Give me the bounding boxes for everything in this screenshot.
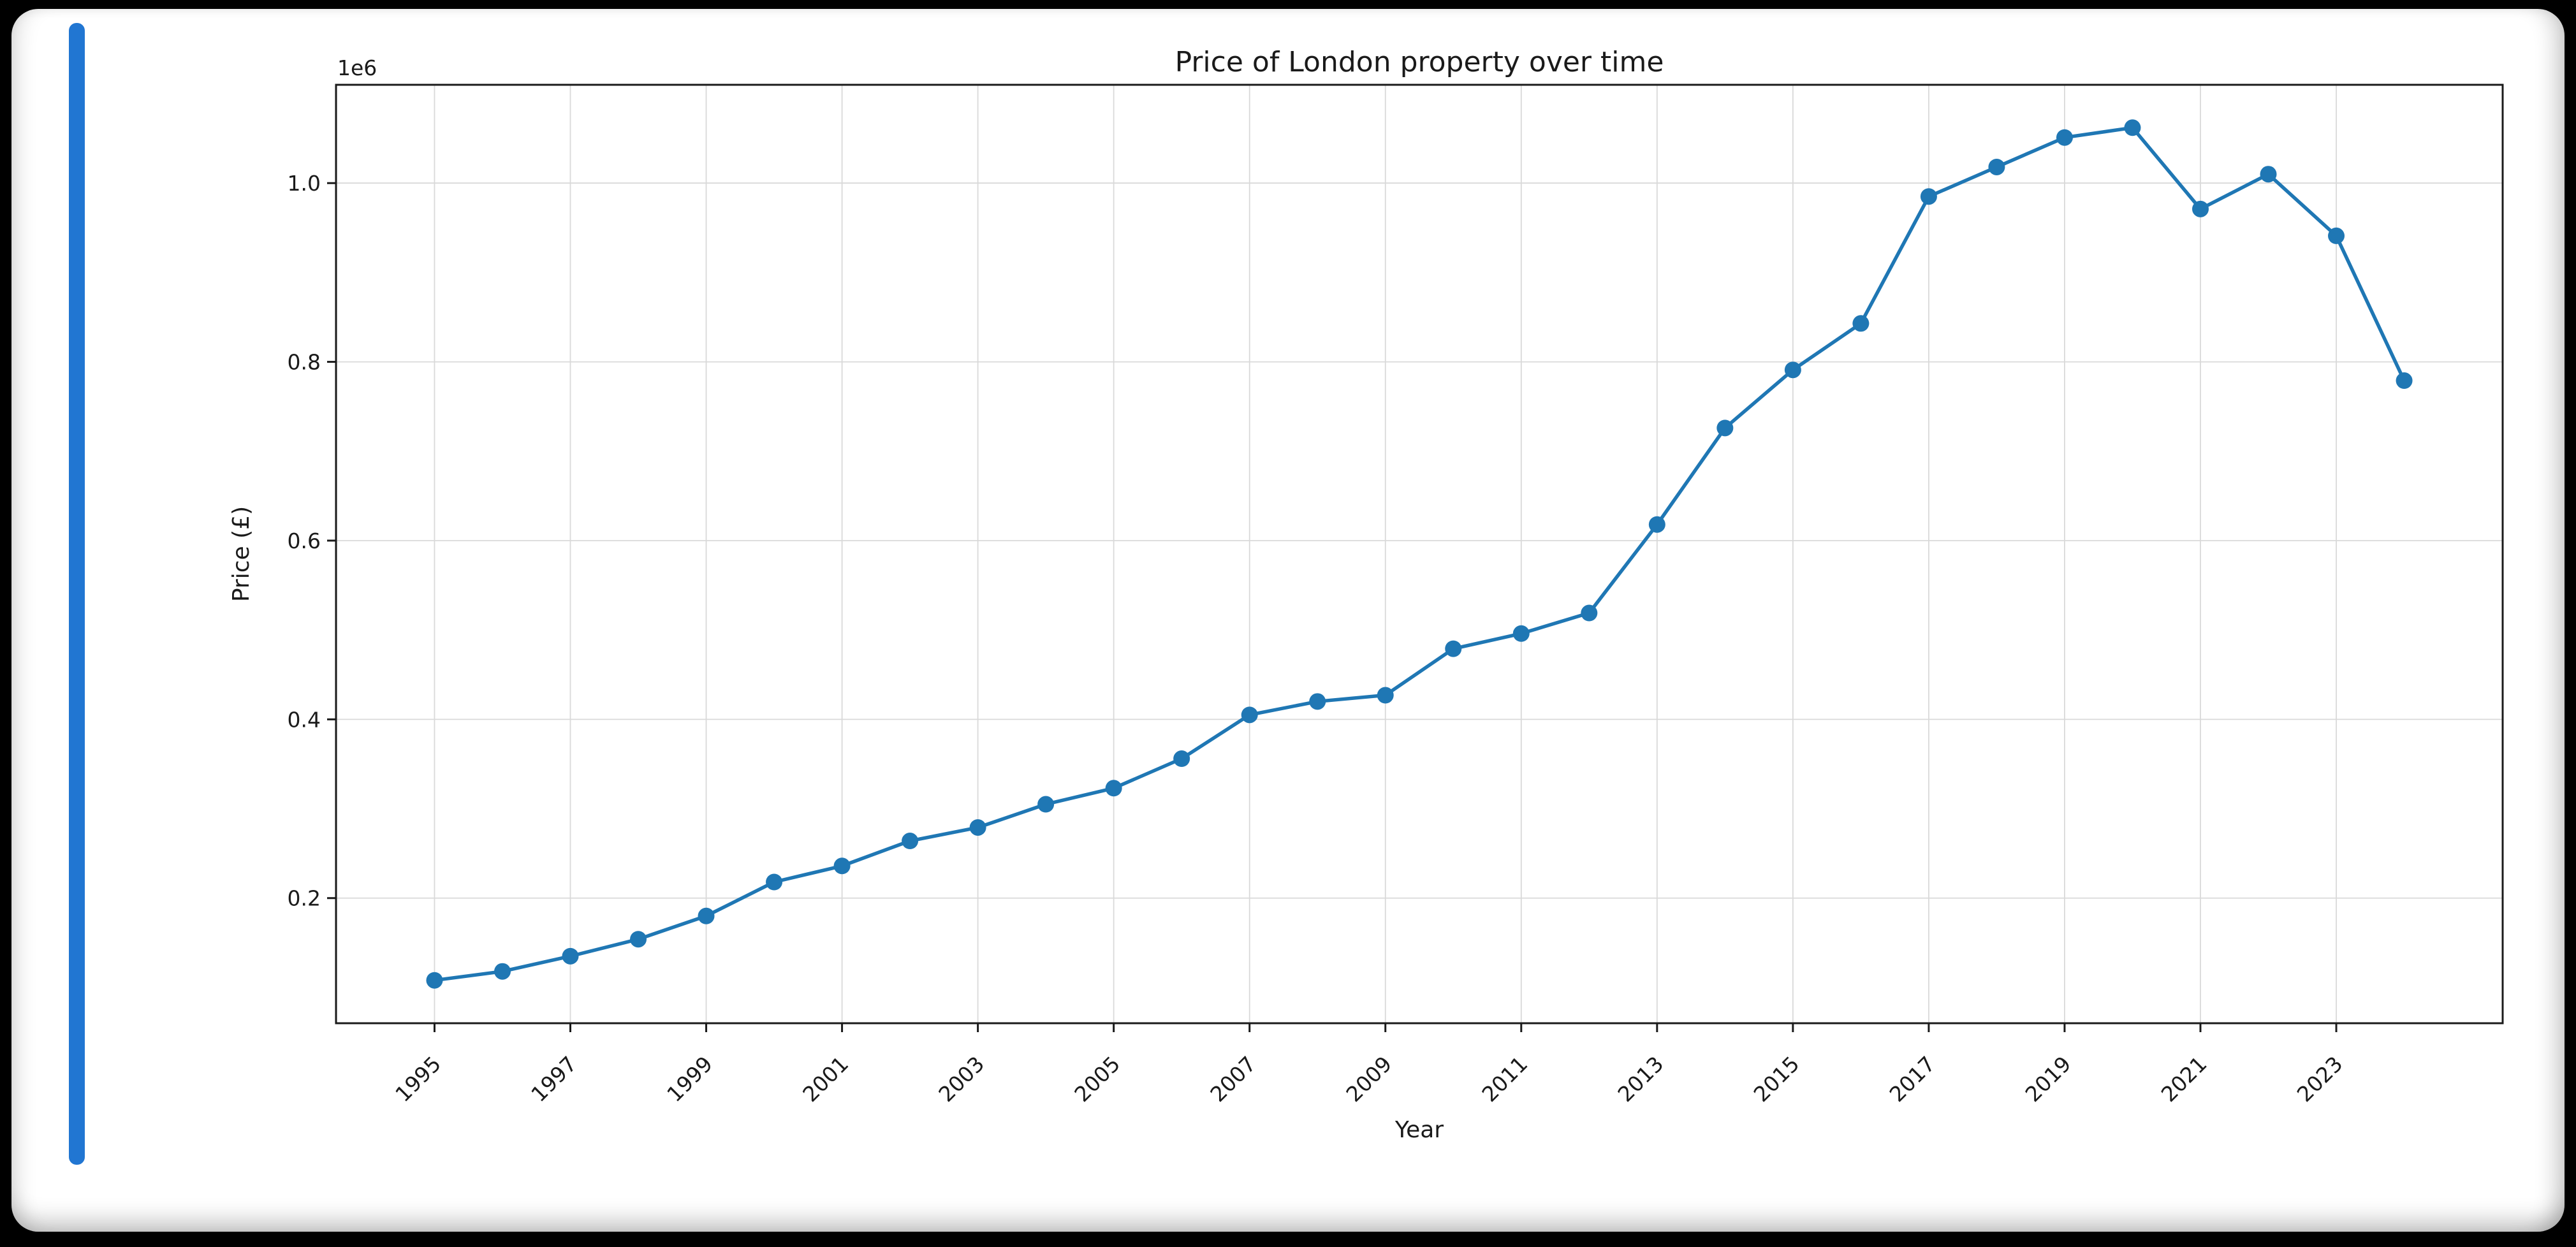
- chart-ticks: 1995 1997 1999 2001 2003 2005 2007 2009 2011 2013…: [288, 171, 2348, 1107]
- price-series-line: [432, 126, 2406, 982]
- data-point-marker: [1173, 750, 1190, 768]
- x-tick-label: 2009: [1341, 1051, 1396, 1107]
- data-point-marker: [698, 907, 715, 924]
- y-axis-label: Price (£): [228, 506, 254, 602]
- data-point-marker: [1716, 419, 1734, 437]
- data-point-marker: [494, 963, 511, 980]
- y-axis-offset-text: 1e6: [337, 55, 377, 80]
- x-tick-label: 2003: [933, 1051, 989, 1107]
- data-point-marker: [1784, 361, 1801, 379]
- x-axis-label: Year: [1394, 1117, 1444, 1143]
- data-point-marker: [1648, 516, 1665, 533]
- data-point-marker: [426, 972, 443, 989]
- data-point-marker: [630, 931, 647, 948]
- data-point-marker: [1377, 687, 1394, 704]
- notebook-page: [11, 9, 2565, 1232]
- data-point-marker: [2192, 200, 2209, 217]
- y-tick-label: 1.0: [288, 171, 321, 196]
- data-point-marker: [902, 833, 919, 850]
- x-tick-label: 2007: [1205, 1051, 1261, 1107]
- x-tick-label: 2017: [1885, 1051, 1940, 1107]
- x-tick-label: 2021: [2156, 1051, 2212, 1107]
- chart-labels: Price of London property over time 1e6 Y…: [228, 46, 1664, 1143]
- data-point-marker: [1037, 796, 1055, 813]
- data-point-marker: [562, 947, 579, 965]
- data-point-marker: [1920, 188, 1937, 205]
- data-point-marker: [2260, 166, 2277, 183]
- data-point-marker: [1445, 640, 1462, 657]
- y-tick-label: 0.6: [288, 529, 321, 553]
- data-point-marker: [833, 857, 851, 875]
- x-tick-label: 2015: [1749, 1051, 1804, 1107]
- chart-title: Price of London property over time: [1175, 46, 1664, 78]
- x-tick-label: 2005: [1069, 1051, 1125, 1107]
- x-tick-label: 1995: [390, 1051, 446, 1107]
- x-tick-label: 1997: [526, 1051, 582, 1107]
- y-tick-label: 0.4: [288, 707, 321, 732]
- data-point-marker: [1512, 625, 1530, 642]
- data-point-marker: [2056, 129, 2073, 146]
- y-tick-label: 0.2: [288, 886, 321, 911]
- active-cell-indicator-bar[interactable]: [69, 23, 85, 1165]
- data-point-marker: [2396, 372, 2413, 390]
- data-point-marker: [1241, 706, 1258, 724]
- data-series: [426, 119, 2413, 989]
- x-tick-label: 1999: [662, 1051, 717, 1107]
- axes-frame: [335, 84, 2504, 1025]
- x-tick-label: 2001: [798, 1051, 853, 1107]
- data-point-marker: [969, 819, 986, 836]
- data-point-marker: [1581, 604, 1598, 622]
- data-point-marker: [1309, 693, 1326, 710]
- data-point-marker: [2124, 119, 2141, 136]
- x-tick-label: 2023: [2292, 1051, 2348, 1107]
- y-tick-label: 0.8: [288, 350, 321, 375]
- x-tick-label: 2013: [1613, 1051, 1669, 1107]
- data-point-marker: [1852, 315, 1870, 332]
- x-tick-label: 2019: [2021, 1051, 2076, 1107]
- data-point-marker: [1105, 780, 1122, 797]
- x-tick-label: 2011: [1477, 1051, 1532, 1107]
- data-point-marker: [766, 873, 783, 891]
- chart-gridlines: [336, 85, 2503, 1023]
- data-point-marker: [1988, 158, 2005, 175]
- data-point-marker: [2328, 227, 2345, 244]
